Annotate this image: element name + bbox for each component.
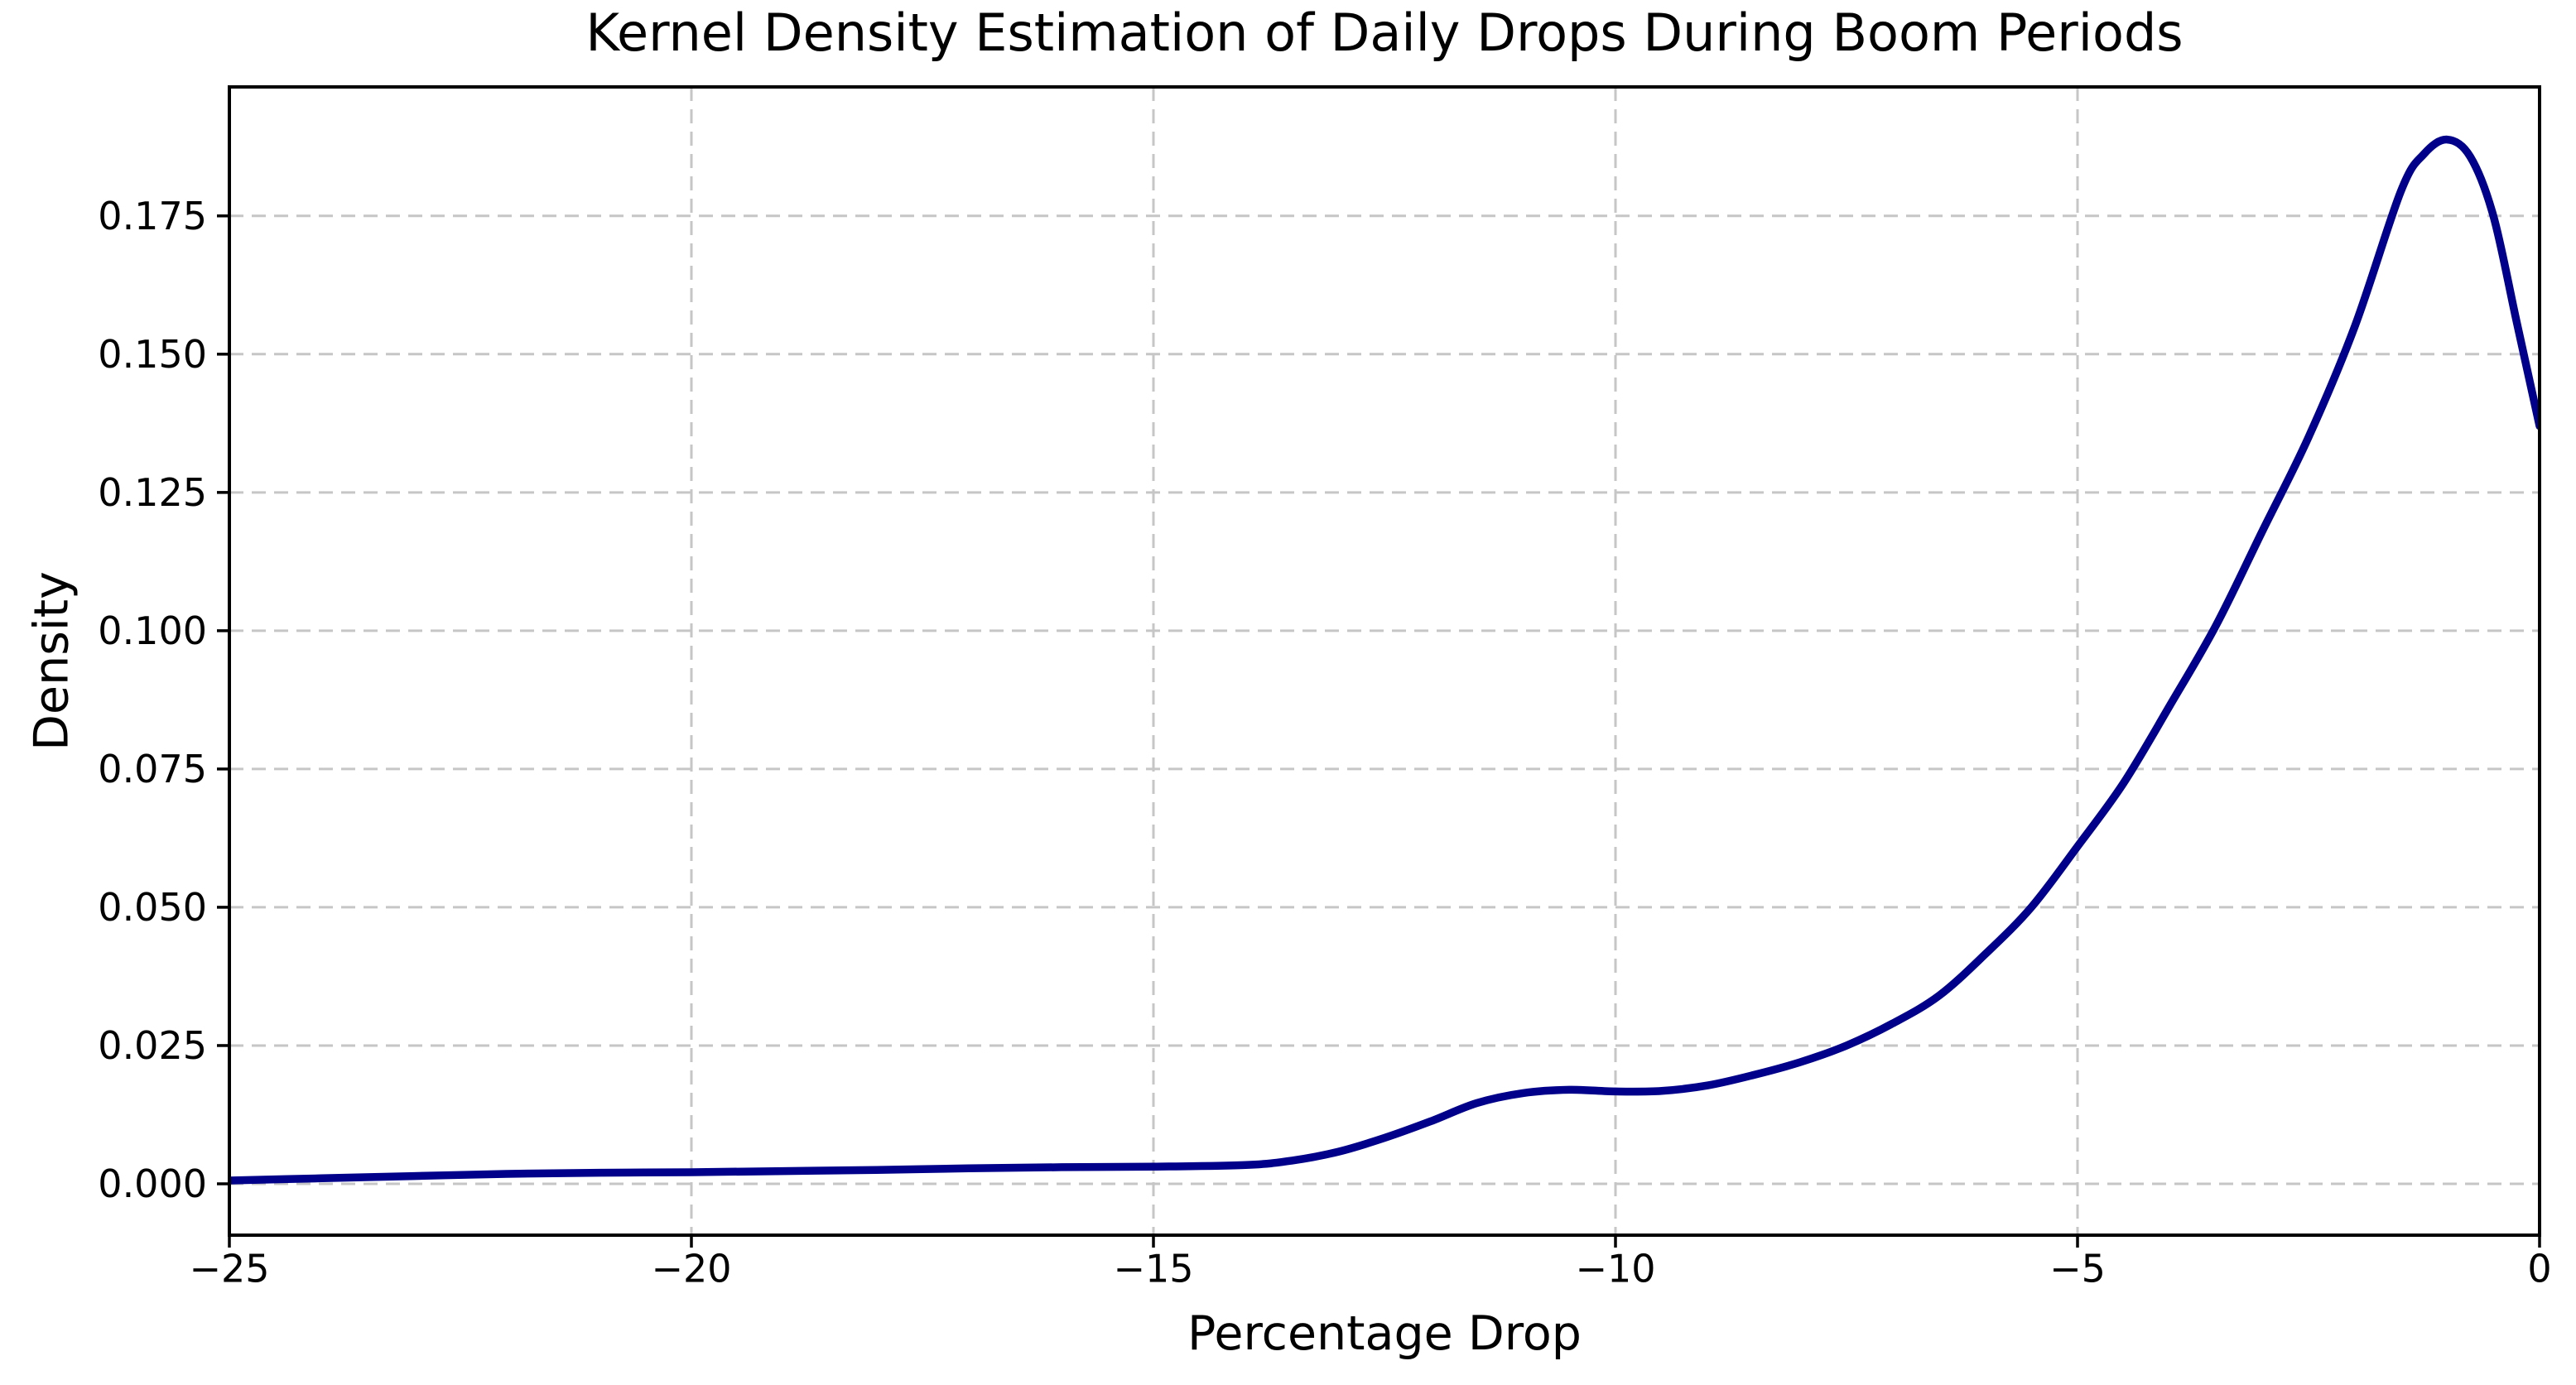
x-tick-label: 0	[2527, 1246, 2551, 1291]
x-tick-label: −25	[189, 1246, 269, 1291]
chart-title: Kernel Density Estimation of Daily Drops…	[585, 2, 2184, 63]
y-tick-label: 0.175	[98, 194, 207, 238]
y-tick-label: 0.025	[98, 1023, 207, 1068]
kde-density-curve	[229, 135, 2540, 1185]
y-tick-label: 0.150	[98, 332, 207, 377]
x-tick-label: −10	[1575, 1246, 1655, 1291]
x-axis-label: Percentage Drop	[1187, 1306, 1582, 1361]
x-tick-label: −5	[2049, 1246, 2106, 1291]
y-tick-label: 0.075	[98, 747, 207, 791]
axes-border	[228, 85, 2541, 1237]
y-tick-label: 0.050	[98, 885, 207, 930]
x-tick-label: −20	[651, 1246, 731, 1291]
y-tick-label: 0.125	[98, 470, 207, 515]
y-tick-label: 0.000	[98, 1161, 207, 1206]
x-tick-label: −15	[1113, 1246, 1193, 1291]
y-tick-label: 0.100	[98, 608, 207, 653]
